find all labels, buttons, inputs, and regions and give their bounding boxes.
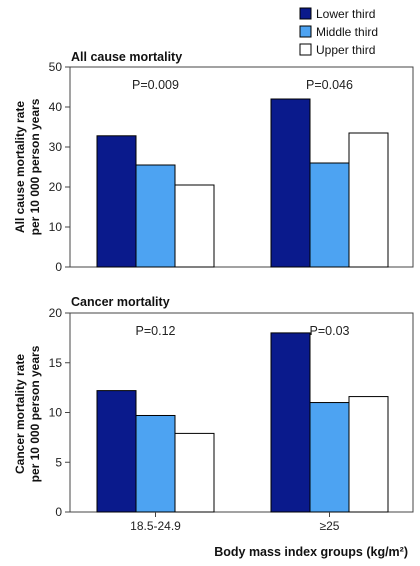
y-tick-label: 40 [49,100,63,114]
p-value-annotation: P=0.12 [136,324,176,338]
y-tick-label: 20 [49,306,63,320]
x-axis-title: Body mass index groups (kg/m²) [214,545,408,559]
p-value-annotation: P=0.03 [310,324,350,338]
y-axis-label-cancer-line1: Cancer mortality rate [13,354,27,474]
panel-title-cancer: Cancer mortality [71,295,170,309]
bar [96,390,137,513]
y-tick-label: 15 [49,356,63,370]
y-tick-label: 0 [55,260,62,274]
y-tick-label: 0 [55,505,62,519]
panel-title-all-cause: All cause mortality [71,50,182,64]
legend: Lower third Middle third Upper third [299,7,378,57]
p-value-annotation: P=0.009 [132,78,179,92]
bar [96,135,137,268]
x-tick-label: ≥25 [320,519,340,533]
y-tick-label: 50 [49,60,63,74]
x-tick-label: 18.5-24.9 [130,519,181,533]
bar [270,332,311,513]
bar [135,414,176,513]
y-axis-label-all-cause-line1: All cause mortality rate [13,101,27,233]
legend-label-middle-third: Middle third [316,25,378,39]
y-tick-label: 20 [49,180,63,194]
bar [174,184,215,268]
y-tick-label: 5 [55,455,62,469]
bar [270,98,311,268]
legend-swatch-lower-third [299,7,312,20]
chart-marks: 0 10 20 30 40 50 P=0.009 P=0.046 0 5 10 15 20 P=0.12 P… [49,60,414,533]
legend-swatch-middle-third [299,25,312,38]
y-tick-label: 10 [49,406,63,420]
y-axis-label-cancer-line2: per 10 000 person years [28,345,42,482]
bar [348,396,389,513]
bar [309,162,350,268]
bar [309,402,350,513]
bar [135,164,176,268]
y-axis-label-all-cause-line2: per 10 000 person years [28,98,42,235]
legend-label-lower-third: Lower third [316,7,375,21]
y-tick-label: 30 [49,140,63,154]
p-value-annotation: P=0.046 [306,78,353,92]
legend-swatch-upper-third [299,43,312,56]
bar [174,432,215,513]
plot-frame-0 [69,66,414,268]
legend-label-upper-third: Upper third [316,43,375,57]
y-tick-label: 10 [49,220,63,234]
bar [348,132,389,268]
